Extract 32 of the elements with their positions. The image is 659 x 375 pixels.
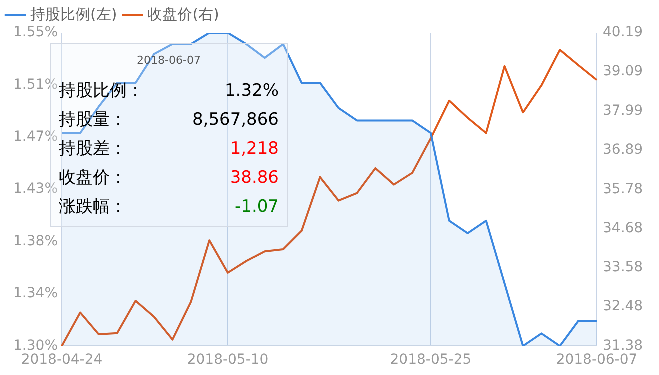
annotation: 持股量： [59, 109, 127, 132]
y2-tick-label: 36.89 [603, 142, 644, 158]
annotation: 1,218 [230, 138, 279, 161]
x-tick-label: 2018-05-10 [187, 352, 269, 368]
x-tick-label: 2018-06-07 [556, 352, 638, 368]
y-tick-label: 1.43% [14, 181, 58, 198]
annotation: 8,567,866 [192, 109, 279, 132]
y2-tick-label: 40.19 [603, 24, 644, 41]
annotation: 持股差： [59, 138, 127, 161]
annotation: -1.07 [235, 196, 279, 219]
y2-tick-label: 37.99 [603, 102, 644, 119]
annotation: 持股比例： [59, 80, 144, 103]
y-tick-label: 1.30% [14, 338, 58, 354]
y2-tick-label: 34.68 [603, 220, 644, 237]
annotation: 收盘价： [59, 167, 127, 190]
x-tick-label: 2018-04-24 [21, 352, 103, 368]
y2-tick-label: 31.38 [603, 338, 644, 354]
y-tick-label: 1.55% [14, 24, 58, 41]
y-tick-label: 1.47% [14, 129, 58, 146]
annotation: 1.32% [224, 80, 279, 103]
legend-label: 持股比例(左) [30, 5, 118, 24]
annotation: 38.86 [230, 167, 279, 190]
y2-tick-label: 33.58 [603, 260, 644, 276]
legend-label: 收盘价(右) [148, 5, 220, 24]
y-tick-label: 1.34% [14, 286, 58, 302]
y2-tick-label: 32.48 [603, 298, 644, 315]
y-tick-label: 1.51% [14, 76, 58, 93]
y2-tick-label: 35.78 [603, 181, 644, 198]
annotation: 涨跌幅： [59, 196, 127, 219]
x-tick-label: 2018-05-25 [390, 352, 472, 368]
y2-tick-label: 39.09 [603, 64, 644, 80]
y-tick-label: 1.38% [14, 233, 58, 250]
